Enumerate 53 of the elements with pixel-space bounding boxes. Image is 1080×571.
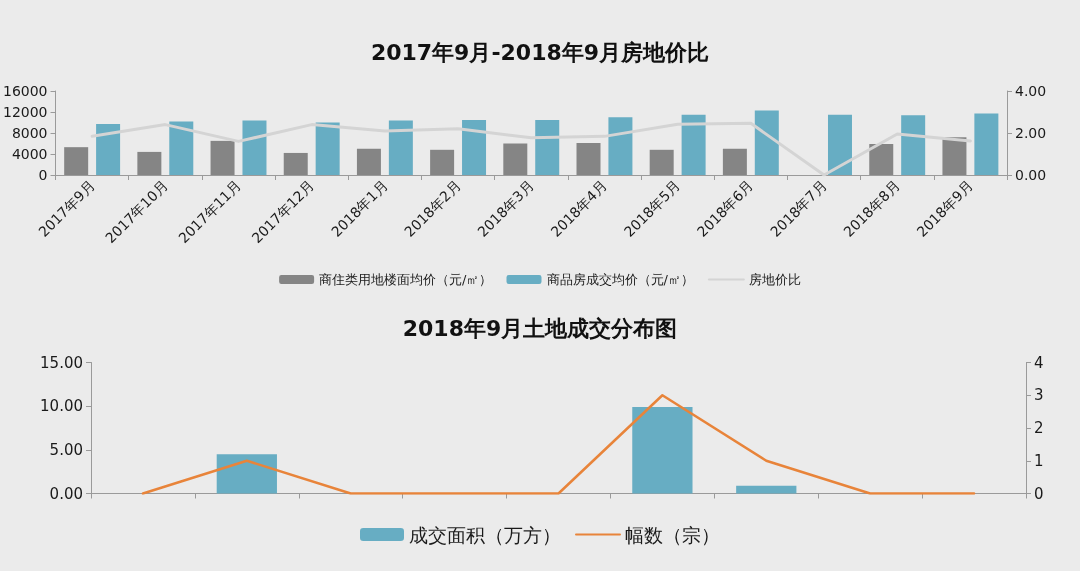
y2-tick-label: 4 (1034, 353, 1044, 372)
y2-tick-label: 3 (1034, 386, 1044, 405)
bar (942, 137, 967, 175)
bar (901, 115, 926, 175)
legend-label: 房地价比 (748, 272, 801, 287)
bar (576, 142, 601, 175)
chart-title: 2018年9月土地成交分布图 (402, 315, 678, 341)
y2-tick-label: 1 (1034, 451, 1044, 470)
bar (137, 151, 162, 175)
bar (869, 144, 894, 175)
bar (503, 143, 528, 175)
bar (722, 148, 747, 175)
bar (632, 407, 693, 494)
y-tick-label: 10.00 (40, 397, 83, 416)
y-tick-label: 5.00 (49, 440, 83, 459)
bar (388, 120, 413, 175)
bar (169, 121, 194, 175)
bar (462, 119, 487, 175)
y-tick-label: 15.00 (40, 353, 83, 372)
chart-title: 2017年9月-2018年9月房地价比 (370, 39, 710, 65)
bar (754, 110, 779, 175)
y-tick-label: 0 (38, 167, 48, 183)
y2-tick-label: 0 (1034, 484, 1044, 503)
bar (649, 149, 674, 175)
bar (736, 485, 797, 494)
y-tick-label: 4000 (11, 146, 48, 162)
y2-tick-label: 2.00 (1015, 125, 1047, 141)
bar (96, 124, 121, 175)
bar (681, 114, 706, 175)
legend-label: 幅数（宗） (625, 523, 720, 546)
y-tick-label: 0.00 (49, 484, 83, 503)
bar (827, 114, 852, 175)
bar (210, 140, 235, 175)
y-tick-label: 16000 (2, 83, 48, 99)
line-series (90, 121, 972, 177)
bar (64, 147, 89, 175)
y2-tick-label: 4.00 (1015, 83, 1047, 99)
bar (356, 148, 381, 175)
bar (974, 113, 999, 175)
bar (430, 149, 455, 175)
y-tick-label: 12000 (2, 104, 48, 120)
legend-label: 商住类用地楼面均价（元/㎡） (319, 272, 493, 287)
bar (216, 454, 277, 494)
bar (242, 120, 267, 175)
bar (283, 152, 308, 175)
y2-tick-label: 2 (1034, 419, 1044, 437)
legend-label: 商品房成交均价（元/㎡） (546, 272, 694, 287)
bar (315, 122, 340, 175)
bar (535, 119, 560, 175)
y2-tick-label: 0.00 (1015, 167, 1047, 183)
bar (608, 117, 633, 175)
legend-label: 成交面积（万方） (409, 523, 561, 546)
y-tick-label: 8000 (11, 125, 48, 141)
